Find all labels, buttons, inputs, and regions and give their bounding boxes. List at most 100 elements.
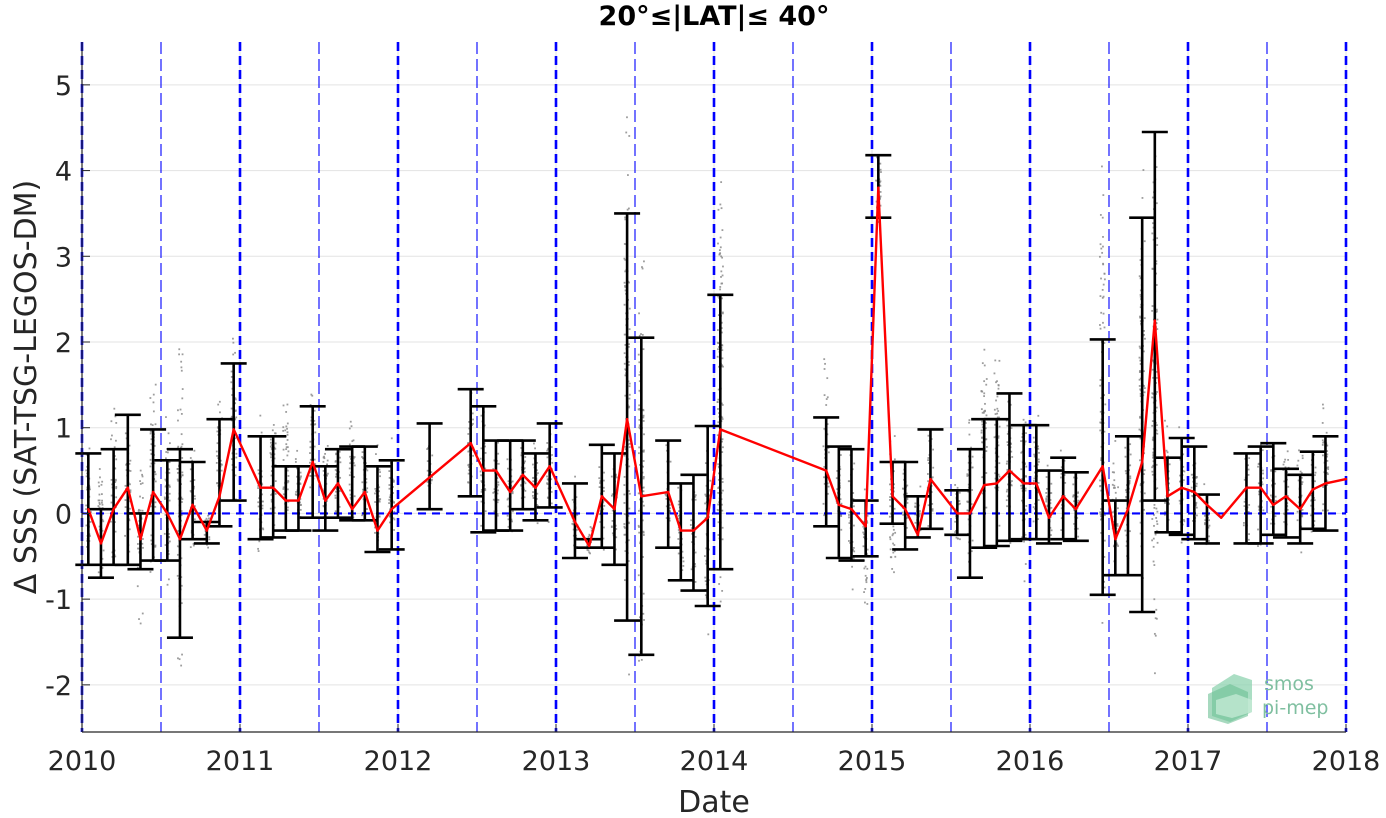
scatter-point [348,427,351,430]
scatter-point [1129,464,1132,467]
scatter-point [997,473,1000,476]
scatter-point [1194,504,1197,507]
scatter-point [1314,480,1316,483]
scatter-point [614,548,617,551]
scatter-point [954,531,957,534]
scatter-point [638,531,641,534]
scatter-point [154,545,157,548]
scatter-point [234,474,237,477]
scatter-point [1129,453,1132,456]
scatter-point [287,475,290,477]
scatter-point [287,480,290,483]
scatter-point [180,514,183,517]
scatter-point [178,348,181,351]
scatter-point [348,474,351,477]
scatter-point [181,471,184,474]
mean-point [640,495,643,498]
scatter-point [309,474,311,477]
scatter-point [270,485,273,488]
scatter-point [1072,483,1075,486]
scatter-point [113,446,116,449]
scatter-point [388,502,390,505]
scatter-point [1155,617,1158,620]
scatter-point [890,556,893,559]
scatter-point [1287,458,1290,461]
scatter-point [286,446,289,449]
scatter-point [1261,483,1264,486]
scatter-point [994,413,997,415]
scatter-point [1101,296,1104,299]
scatter-point [1314,471,1317,474]
scatter-point [257,547,259,550]
scatter-point [718,472,720,475]
scatter-point [282,488,285,490]
scatter-point [149,430,152,433]
scatter-point [1099,429,1102,432]
scatter-point [257,505,260,508]
scatter-point [1296,519,1299,522]
scatter-point [677,517,680,520]
scatter-point [932,448,935,451]
scatter-point [496,501,499,504]
scatter-point [1208,524,1211,527]
scatter-point [1274,470,1277,473]
scatter-point [181,443,184,446]
scatter-point [1099,295,1102,298]
error-bar [1260,441,1287,537]
scatter-point [826,482,829,485]
scatter-point [480,524,483,527]
scatter-point [624,579,626,582]
scatter-point [151,424,154,426]
scatter-point [1024,509,1027,512]
scatter-point [931,503,934,505]
scatter-point [1314,474,1316,477]
scatter-point [638,509,640,512]
mean-point [151,490,155,494]
scatter-point [628,393,631,396]
scatter-point [1143,469,1146,472]
scatter-point [493,459,496,462]
scatter-point [492,498,495,501]
scatter-point [1049,526,1052,529]
scatter-point [193,495,196,498]
scatter-point [926,473,929,475]
scatter-point [468,420,470,423]
scatter-point [181,353,184,356]
scatter-point [100,501,103,504]
scatter-point [1313,520,1316,522]
mean-point [1114,537,1117,541]
scatter-point [1139,315,1141,318]
scatter-point [101,499,103,502]
scatter-point [189,490,192,492]
scatter-point [927,462,930,464]
mean-point [824,469,828,472]
scatter-point [325,500,328,502]
scatter-point [1274,495,1277,498]
mean-point [1153,319,1157,322]
scatter-point [137,535,139,538]
scatter-point [628,307,631,310]
scatter-point [1301,483,1303,485]
mean-point [1008,469,1011,472]
scatter-point [587,535,590,538]
scatter-point [1103,278,1106,281]
scatter-point [115,439,117,442]
scatter-point [721,311,724,314]
scatter-point [339,490,341,492]
scatter-point [1152,560,1155,563]
scatter-point [230,376,233,378]
scatter-point [599,521,602,523]
scatter-point [313,423,316,426]
scatter-point [888,515,891,518]
scatter-point [349,496,352,499]
scatter-point [718,583,721,585]
scatter-point [546,478,549,481]
scatter-point [235,452,238,455]
scatter-point [1005,490,1008,493]
scatter-point [181,457,184,459]
scatter-point [993,436,996,439]
scatter-point [642,504,645,507]
scatter-point [1322,403,1324,406]
